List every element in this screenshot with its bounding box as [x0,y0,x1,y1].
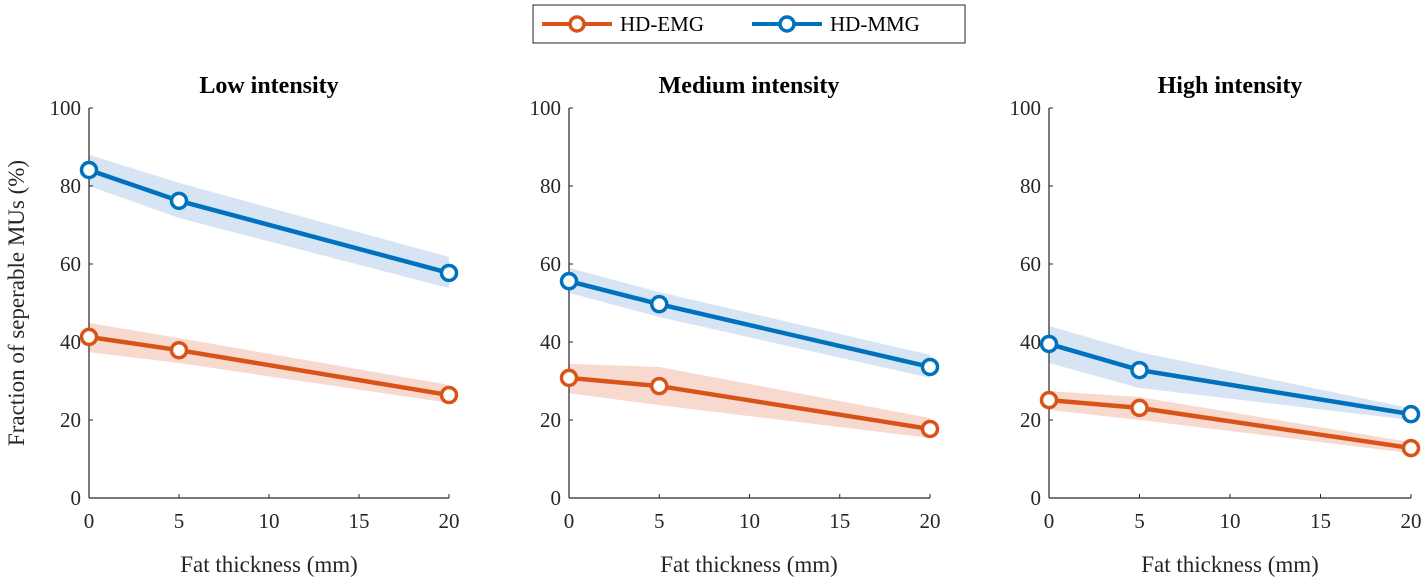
series-line-hd-emg [88,334,450,398]
x-tick-label: 10 [739,509,760,533]
data-point-hd-emg [920,419,940,439]
y-tick-label: 0 [551,486,562,510]
panel-medium: Medium intensity Fat thickness (mm) 0 20 4… [530,73,941,577]
y-tick-label: 100 [1010,96,1042,120]
data-point-hd-emg [79,327,99,347]
x-tick-label: 20 [439,509,460,533]
confidence-band-hd-mmg [1049,326,1411,420]
data-point-hd-mmg [1401,404,1421,424]
y-tick-label: 60 [60,252,81,276]
y-tick-label: 40 [60,330,81,354]
x-tick-label: 15 [829,509,850,533]
y-tick-label: 60 [1020,252,1041,276]
y-tick-label: 80 [60,174,81,198]
y-tick-label: 80 [540,174,561,198]
y-tick-label: 20 [1020,408,1041,432]
plot-area: 0 20 40 60 80 100 0 5 10 15 20 [530,96,941,533]
x-tick-label: 15 [349,509,370,533]
x-tick-label: 10 [259,509,280,533]
y-tick-label: 60 [540,252,561,276]
data-point-hd-mmg [169,191,189,211]
x-tick-label: 20 [920,509,941,533]
panel-title: Low intensity [199,73,338,99]
x-tick-label: 5 [174,509,185,533]
data-point-hd-emg [169,340,189,360]
x-tick-label: 5 [1134,509,1145,533]
data-point-hd-emg [439,385,459,405]
y-tick-label: 40 [1020,330,1041,354]
x-axis-label: Fat thickness (mm) [180,552,358,577]
y-tick-label: 40 [540,330,561,354]
y-tick-label: 100 [50,96,82,120]
data-point-hd-mmg [439,263,459,283]
x-tick-label: 0 [84,509,95,533]
panel-title: Medium intensity [659,73,840,99]
x-tick-label: 5 [654,509,665,533]
data-point-hd-mmg [559,271,579,291]
series-line-hd-mmg [568,278,931,370]
y-tick-label: 100 [530,96,562,120]
panel-title: High intensity [1158,73,1303,99]
data-point-hd-emg [650,376,669,396]
panel-high: High intensity Fat thickness (mm) 0 20 40 6… [1010,73,1422,577]
confidence-band-hd-mmg [89,154,449,289]
legend: HD-EMG HD-MMG [532,4,966,44]
data-point-hd-mmg [1039,334,1059,354]
x-tick-label: 10 [1220,509,1241,533]
data-point-hd-mmg [920,357,940,377]
y-tick-label: 80 [1020,174,1041,198]
plot-area: 0 20 40 60 80 100 0 5 10 15 20 [50,96,460,533]
x-tick-label: 20 [1401,509,1422,533]
y-axis-label: Fraction of seperable MUs (%) [4,160,29,446]
legend-label-hd-emg: HD-EMG [620,12,704,36]
x-tick-label: 0 [1044,509,1055,533]
data-point-hd-emg [1130,398,1149,418]
legend-marker-hd-emg [568,15,586,33]
data-point-hd-mmg [1130,360,1149,380]
x-tick-label: 15 [1310,509,1331,533]
legend-label-hd-mmg: HD-MMG [830,12,920,36]
data-point-hd-emg [1401,438,1421,458]
data-point-hd-emg [559,368,579,388]
y-tick-label: 0 [71,486,82,510]
x-tick-label: 0 [564,509,575,533]
y-tick-label: 20 [60,408,81,432]
data-point-hd-emg [1039,390,1059,410]
x-axis-label: Fat thickness (mm) [660,552,838,577]
panel-low: Low intensity Fat thickness (mm) Fractio… [4,73,460,577]
x-axis-label: Fat thickness (mm) [1141,552,1319,577]
legend-marker-hd-mmg [778,15,796,33]
y-tick-label: 20 [540,408,561,432]
plot-area: 0 20 40 60 80 100 0 5 10 15 20 [1010,96,1422,533]
data-point-hd-mmg [650,294,669,314]
y-tick-label: 0 [1031,486,1042,510]
data-point-hd-mmg [79,160,99,180]
